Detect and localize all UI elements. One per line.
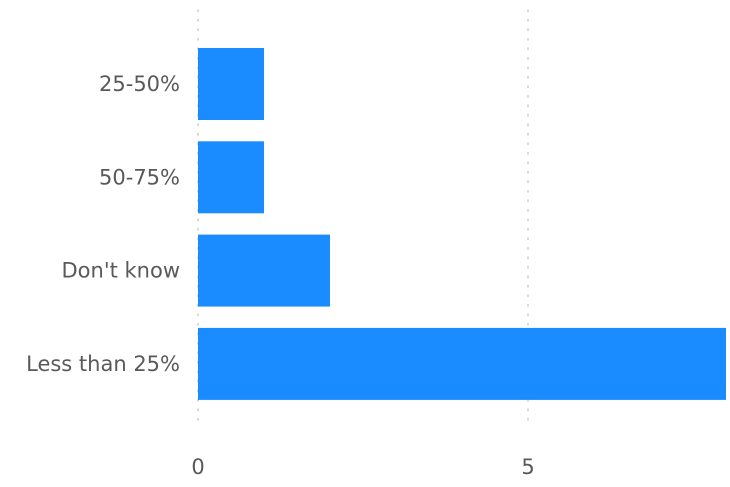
bar[interactable] xyxy=(198,327,726,400)
x-tick-label: 5 xyxy=(521,455,534,479)
category-label: Less than 25% xyxy=(26,352,180,376)
bar[interactable] xyxy=(198,234,330,307)
category-labels: 25-50% 50-75% Don't know Less than 25% xyxy=(26,72,180,376)
bar[interactable] xyxy=(198,141,264,214)
bar[interactable] xyxy=(198,48,264,120)
category-label: 25-50% xyxy=(99,72,180,96)
category-label: 50-75% xyxy=(99,165,180,189)
x-tick-label: 0 xyxy=(191,455,204,479)
category-label: Don't know xyxy=(61,259,180,283)
bars xyxy=(198,48,726,400)
